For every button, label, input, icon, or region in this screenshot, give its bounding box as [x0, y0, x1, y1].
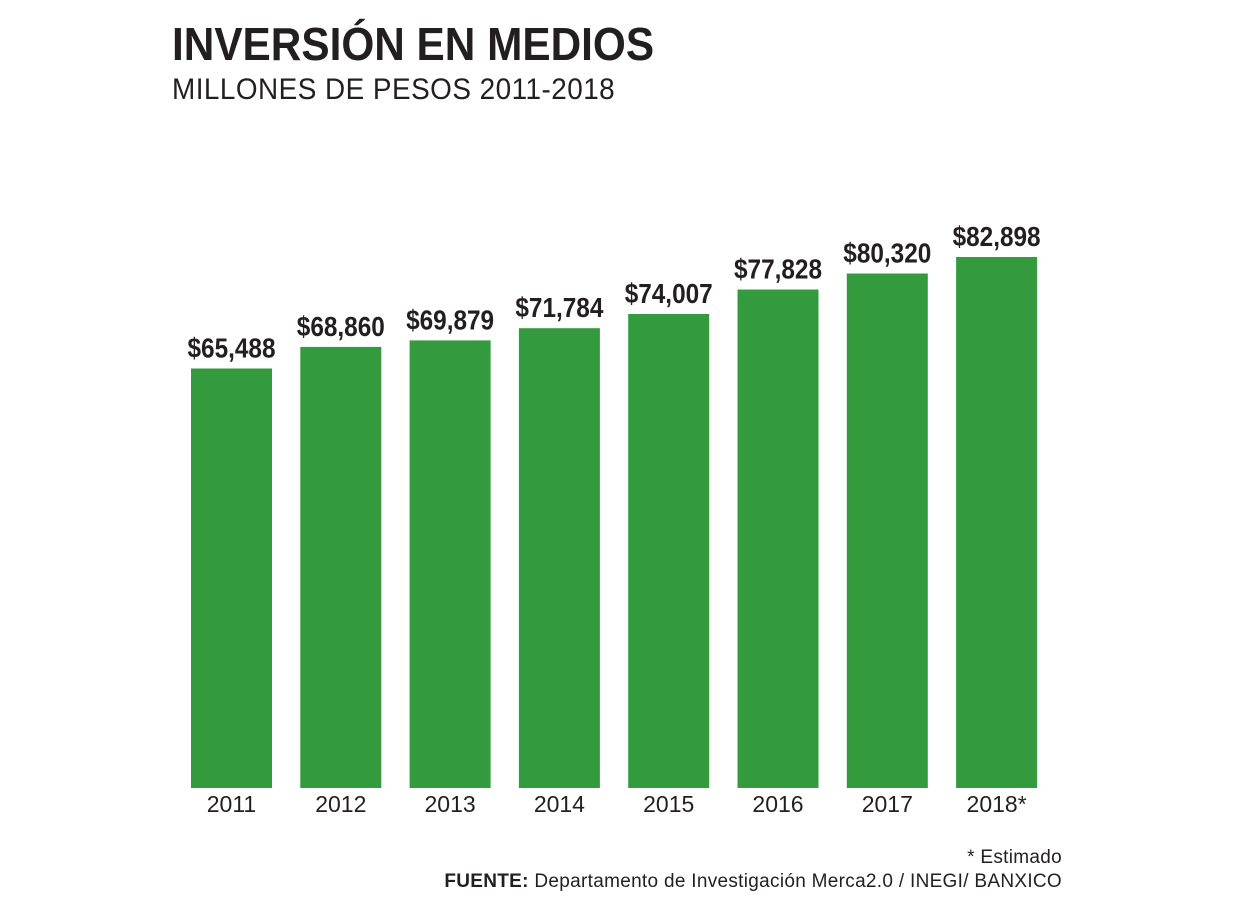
x-tick-labels-group: 2011 2012 2013 2014 2015 2016 2017 2018*: [207, 791, 1027, 817]
x-tick-label-2012: 2012: [315, 791, 366, 817]
x-tick-label-2018: 2018*: [967, 791, 1027, 817]
chart-subtitle: MILLONES DE PESOS 2011-2018: [172, 73, 616, 106]
value-label-2015: $74,007: [625, 278, 713, 309]
bars-group: [191, 257, 1038, 788]
bar-2018: [956, 257, 1038, 788]
x-tick-label-2013: 2013: [425, 791, 476, 817]
value-label-2017: $80,320: [843, 238, 931, 269]
value-labels-group: $65,488 $68,860 $69,879 $71,784 $74,007 $77,8…: [188, 221, 1041, 364]
bar-2012: [300, 346, 382, 788]
x-tick-label-2017: 2017: [862, 791, 913, 817]
x-tick-label-2014: 2014: [534, 791, 585, 817]
bar-2013: [409, 340, 491, 788]
x-tick-label-2016: 2016: [752, 791, 803, 817]
source-label: FUENTE:: [444, 871, 529, 892]
source-text: Departamento de Investigación Merca2.0 /…: [528, 871, 1062, 892]
value-label-2016: $77,828: [734, 254, 822, 285]
estimate-note: * Estimado: [967, 847, 1062, 868]
bar-2015: [628, 314, 710, 788]
x-tick-label-2015: 2015: [643, 791, 694, 817]
value-label-2012: $68,860: [297, 311, 385, 342]
x-tick-label-2011: 2011: [207, 791, 256, 817]
value-label-2018: $82,898: [953, 221, 1041, 252]
value-label-2011: $65,488: [188, 333, 276, 364]
bar-2016: [737, 289, 819, 788]
value-label-2013: $69,879: [406, 304, 494, 335]
chart-title: INVERSIÓN EN MEDIOS: [172, 18, 655, 70]
bar-2011: [191, 368, 272, 788]
bar-2014: [518, 328, 600, 788]
value-label-2014: $71,784: [515, 292, 603, 323]
source-line: FUENTE: Departamento de Investigación Me…: [444, 870, 1062, 894]
bar-2017: [846, 273, 928, 788]
